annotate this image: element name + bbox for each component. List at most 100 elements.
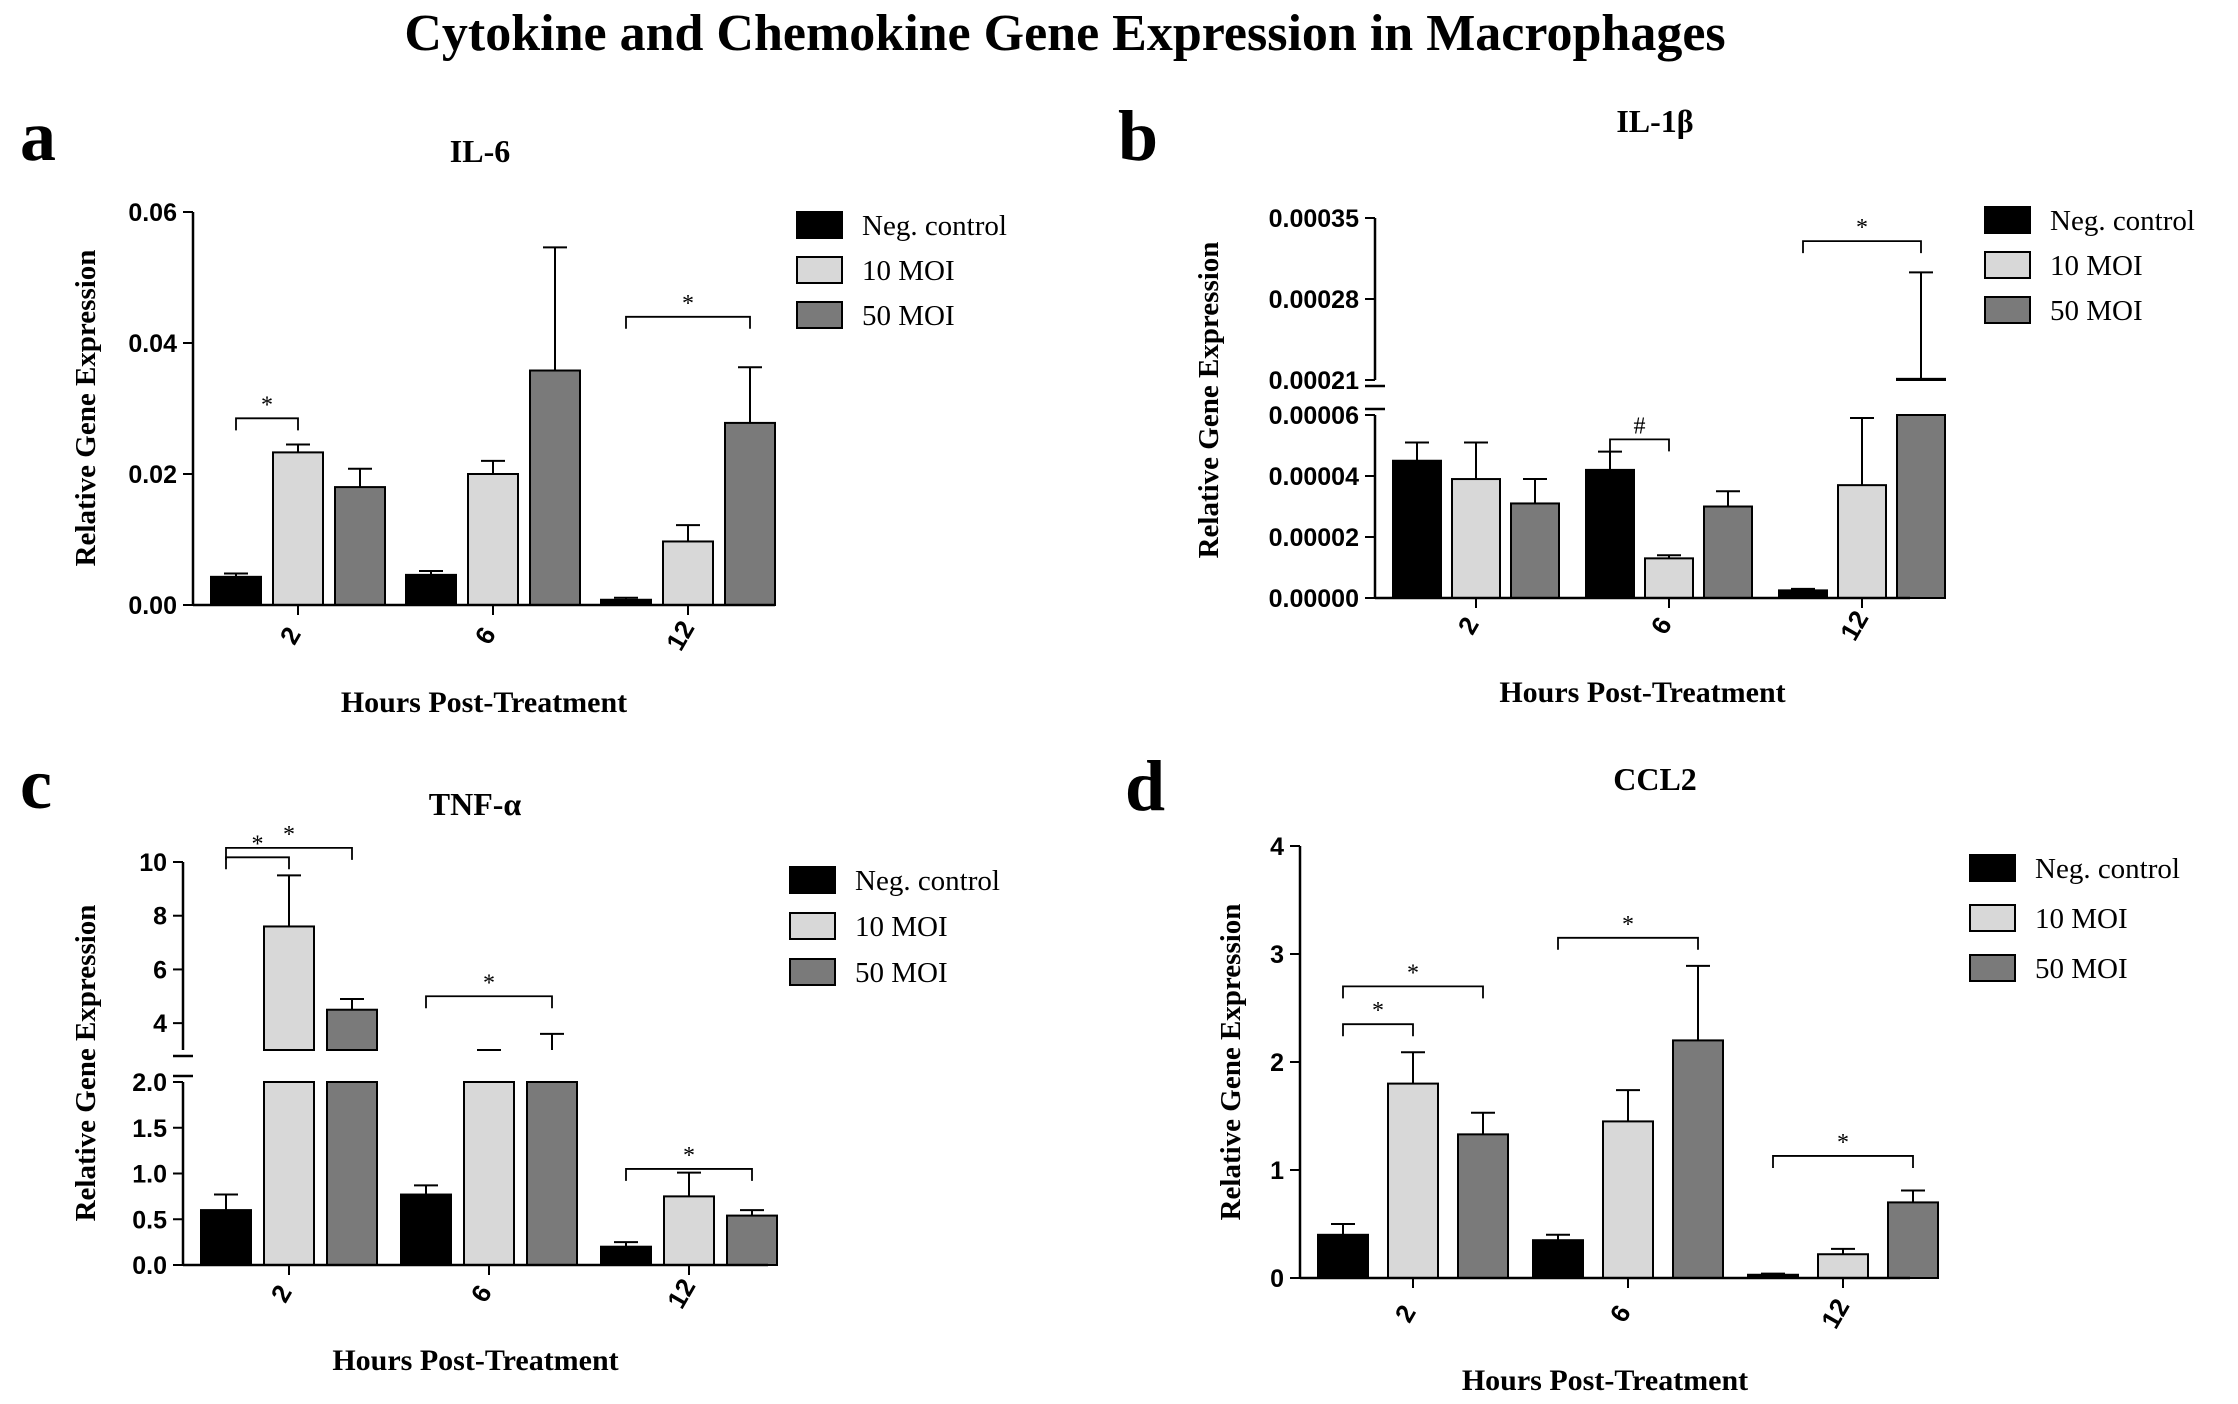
significance-bracket: [1609, 438, 1670, 452]
x-tick-label: 12: [1815, 1293, 1855, 1333]
bar-10moi-2h: [1451, 478, 1501, 599]
y-tick-label: 2: [1270, 1049, 1284, 1077]
x-axis-label: Hours Post-Treatment: [332, 1344, 618, 1377]
x-tick-label: 2: [274, 622, 307, 650]
y-axis-label: Relative Gene Expression: [70, 905, 102, 1222]
bar-10moi-2h: [1387, 1082, 1439, 1279]
y-tick-label: 0.00004: [1269, 463, 1359, 491]
bar-50moi-2h: [1457, 1133, 1509, 1279]
bar-10moi-6h: [1602, 1120, 1654, 1280]
significance-marker: *: [1837, 1130, 1849, 1156]
bar-neg-2h: [210, 575, 262, 607]
significance-marker: *: [283, 822, 295, 848]
significance-marker: #: [1634, 413, 1646, 439]
significance-bracket: [425, 995, 553, 1009]
y-tick-label: 1.5: [132, 1115, 167, 1143]
figure-title: Cytokine and Chemokine Gene Expression i…: [404, 5, 1725, 62]
panel-a: a IL-6 0.00 0.02 0.04 0.06 2 6 12 Hours Post-Trea…: [20, 96, 1007, 719]
panel-letter: a: [20, 96, 56, 176]
y-tick-label: 0.00028: [1269, 286, 1359, 314]
y-tick-label: 0.00035: [1269, 205, 1359, 233]
significance-bracket: [1342, 985, 1484, 999]
legend-label-neg: Neg. control: [855, 865, 1000, 897]
bar-10moi-12h: [662, 540, 714, 607]
significance-bracket: [625, 315, 751, 329]
bar-50moi-12h: [1896, 377, 1946, 382]
bar-50moi-2h: [1510, 502, 1560, 600]
y-tick-label: 0.0: [132, 1252, 167, 1280]
bar-10moi-2h-lower: [263, 1081, 315, 1266]
y-tick-label: 0.00006: [1269, 402, 1359, 430]
legend-label-10moi: 10 MOI: [2050, 250, 2143, 282]
bar-neg-6h: [405, 573, 457, 606]
x-axis-label: Hours Post-Treatment: [1499, 676, 1785, 709]
legend-label-10moi: 10 MOI: [862, 255, 955, 287]
chart-title: CCL2: [1613, 761, 1697, 797]
y-tick-label: 4: [1270, 833, 1284, 861]
x-tick-label: 6: [469, 622, 502, 650]
bar-50moi-12h: [724, 421, 776, 606]
legend-swatch-10moi: [796, 256, 843, 284]
significance-bracket: [1772, 1155, 1914, 1168]
y-tick-label: 2.0: [132, 1069, 167, 1097]
legend-label-50moi: 50 MOI: [2050, 295, 2143, 327]
bar-10moi-12h: [1817, 1253, 1869, 1279]
bar-50moi-2h-lower: [326, 1081, 378, 1266]
x-tick-label: 2: [1389, 1300, 1422, 1328]
chart-title: IL-1β: [1616, 103, 1693, 139]
y-axis-label: Relative Gene Expression: [1193, 242, 1225, 559]
y-tick-label: 0.00021: [1269, 367, 1359, 395]
legend-swatch-50moi: [1969, 954, 2016, 982]
y-tick-label: 3: [1270, 941, 1284, 969]
y-tick-label: 1.0: [132, 1161, 167, 1189]
y-tick-label: 0.04: [128, 330, 177, 358]
bar-50moi-6h: [529, 369, 581, 607]
y-axis-label: Relative Gene Expression: [70, 250, 102, 567]
significance-marker: *: [483, 970, 495, 996]
y-tick-label: 0.00: [128, 592, 177, 620]
significance-bracket: [225, 847, 353, 860]
panel-letter: c: [20, 744, 52, 824]
x-tick-label: 2: [1452, 612, 1485, 640]
legend-label-50moi: 50 MOI: [862, 300, 955, 332]
legend-label-10moi: 10 MOI: [2035, 903, 2128, 935]
x-tick-label: 2: [265, 1280, 298, 1308]
bar-10moi-12h: [1837, 484, 1887, 599]
legend-swatch-50moi: [1984, 296, 2031, 324]
panel-letter: b: [1118, 96, 1158, 176]
significance-marker: *: [1372, 998, 1384, 1024]
legend-swatch-50moi: [796, 301, 843, 329]
bar-10moi-2h: [263, 925, 315, 1052]
significance-marker: *: [252, 831, 264, 857]
legend-swatch-neg: [1984, 206, 2031, 234]
x-tick-label: 6: [1645, 612, 1678, 640]
y-tick-label: 10: [139, 849, 167, 877]
legend-swatch-50moi: [789, 958, 836, 986]
x-tick-label: 12: [661, 1273, 701, 1313]
bar-10moi-6h: [1644, 557, 1694, 599]
significance-marker: *: [261, 392, 273, 418]
legend-swatch-neg: [796, 211, 843, 239]
bar-neg-2h: [1392, 459, 1442, 599]
x-axis-label: Hours Post-Treatment: [341, 686, 627, 719]
panel-b: b IL-1β 0.00000 0.00002 0.00004 0.00006 0.0002…: [1118, 96, 2195, 709]
bar-neg-2h: [1317, 1233, 1369, 1280]
bar-10moi-6h: [467, 473, 519, 606]
legend-label-10moi: 10 MOI: [855, 911, 948, 943]
bar-10moi-6h-lower: [463, 1081, 515, 1266]
bar-50moi-12h: [1887, 1201, 1939, 1280]
legend-label-neg: Neg. control: [862, 210, 1007, 242]
legend-swatch-10moi: [789, 912, 836, 940]
bar-neg-2h: [200, 1209, 252, 1266]
y-tick-label: 0: [1270, 1265, 1284, 1293]
y-tick-label: 0.06: [128, 199, 177, 227]
bar-50moi-6h-lower: [526, 1081, 578, 1266]
legend-label-50moi: 50 MOI: [2035, 953, 2128, 985]
significance-marker: *: [1856, 215, 1868, 241]
significance-bracket: [225, 856, 290, 870]
significance-marker: *: [682, 291, 694, 317]
y-tick-label: 0.00002: [1269, 524, 1359, 552]
